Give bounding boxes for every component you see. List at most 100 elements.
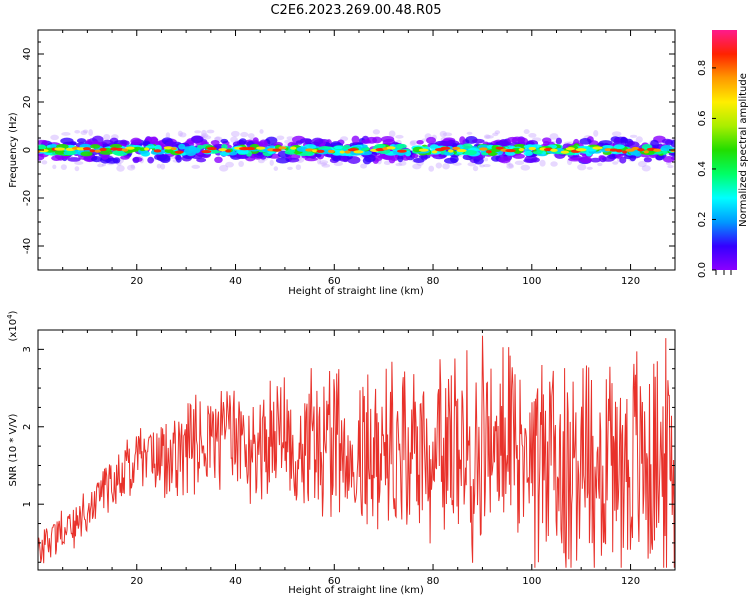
heatmap-speckle [276,135,285,141]
heatmap-cell [132,156,140,164]
heatmap-cell [579,156,593,164]
heatmap-speckle [201,129,207,137]
heatmap-speckle [550,161,558,167]
heatmap-speckle [319,160,329,165]
x-tick-label: 60 [328,576,341,587]
colorbar-tick-label: 0.6 [697,110,708,126]
heatmap-cell [523,151,533,157]
heatmap-peak [121,148,129,152]
heatmap-speckle [629,134,638,138]
heatmap-cell [220,138,229,144]
heatmap-speckle [74,161,84,165]
heatmap-speckle [539,159,546,167]
heatmap-speckle [230,136,238,143]
heatmap-cell [426,136,437,144]
heatmap-speckle [88,129,93,136]
heatmap-cell [663,156,675,163]
heatmap-peak [305,148,315,152]
y-tick-label: 20 [22,96,33,109]
heatmap-cell [80,151,93,157]
heatmap-cell [498,141,512,146]
heatmap-peak [126,146,135,150]
colorbar-tick-label: 0.2 [697,212,708,228]
heatmap-speckle [635,136,643,143]
heatmap-peak [631,146,640,151]
heatmap-speckle [179,132,187,138]
heatmap-cell [182,146,197,150]
heatmap-peak [479,147,488,151]
heatmap-cell [650,139,659,148]
heatmap-cell [361,139,372,144]
heatmap-cell [661,150,669,155]
heatmap-cell [364,154,376,163]
heatmap-cell [372,136,382,144]
heatmap-cell [139,147,146,152]
heatmap-cell [65,150,76,156]
heatmap-speckle [60,164,67,171]
snr-y-axis-label: SNR (10 * V/V) [8,413,19,486]
heatmap-cell [112,157,121,164]
heatmap-speckle [483,164,491,168]
heatmap-peak [163,146,174,150]
heatmap-cell [299,138,313,144]
heatmap-speckle [485,135,494,139]
x-tick-label: 80 [427,276,440,287]
heatmap-cell [628,141,640,149]
heatmap-cell [164,148,174,153]
heatmap-cell [154,144,162,151]
snr-y-exponent-power: 4 [6,314,14,319]
heatmap-cell [613,144,625,150]
heatmap-cell [464,150,477,156]
heatmap-speckle [428,165,435,172]
heatmap-speckle [494,130,501,135]
heatmap-peak [622,150,628,154]
heatmap-cell [50,143,58,149]
heatmap-cell [100,153,109,160]
heatmap-peak [485,150,492,154]
heatmap-cell [90,144,101,149]
heatmap-speckle [257,158,265,164]
heatmap-peak [327,149,335,154]
heatmap-peak [353,150,364,154]
x-tick-label: 80 [427,576,440,587]
figure-title: C2E6.2023.269.00.48.R05 [270,3,441,18]
heatmap-cell [439,141,454,147]
heatmap-cell [523,158,537,163]
heatmap-speckle [586,166,593,170]
y-tick-label: -40 [22,238,33,254]
heatmap-peak [170,147,177,151]
heatmap-peak [218,148,227,152]
heatmap-cell [38,144,47,150]
heatmap-speckle [665,161,672,166]
heatmap-peak [54,147,66,151]
heatmap-speckle [492,132,499,137]
colorbar-ticks: 0.0 0.2 0.4 0.6 0.8 [697,60,732,278]
heatmap-speckle [514,160,525,165]
colorbar-tick-label: 0.8 [697,60,708,76]
heatmap-speckle [549,133,559,140]
heatmap-speckle [225,161,234,168]
heatmap-speckle [116,165,125,172]
y-tick-label: 0 [22,147,33,153]
heatmap-peak [418,148,429,152]
heatmap-peak [456,148,467,153]
heatmap-speckle [295,164,302,171]
heatmap-speckle [177,130,183,137]
heatmap-speckle [466,131,473,135]
heatmap-speckle [238,160,244,167]
heatmap-cell [109,143,123,149]
heatmap-speckle [247,133,255,139]
heatmap-cell [221,144,228,150]
heatmap-speckle [483,134,491,140]
heatmap-speckle [287,166,293,170]
heatmap-cell [178,143,186,150]
heatmap-cell [418,154,431,159]
heatmap-speckle [593,129,599,137]
heatmap-x-axis-label: Height of straight line (km) [288,286,424,297]
heatmap-cell [275,157,290,164]
colorbar-label: Normalized spectral amplitude [738,73,749,227]
heatmap-cell [120,155,130,160]
colorbar-tick-label: 0.4 [697,161,708,177]
heatmap-speckle [259,129,264,134]
snr-y-ticks: 1 2 3 [22,329,675,563]
